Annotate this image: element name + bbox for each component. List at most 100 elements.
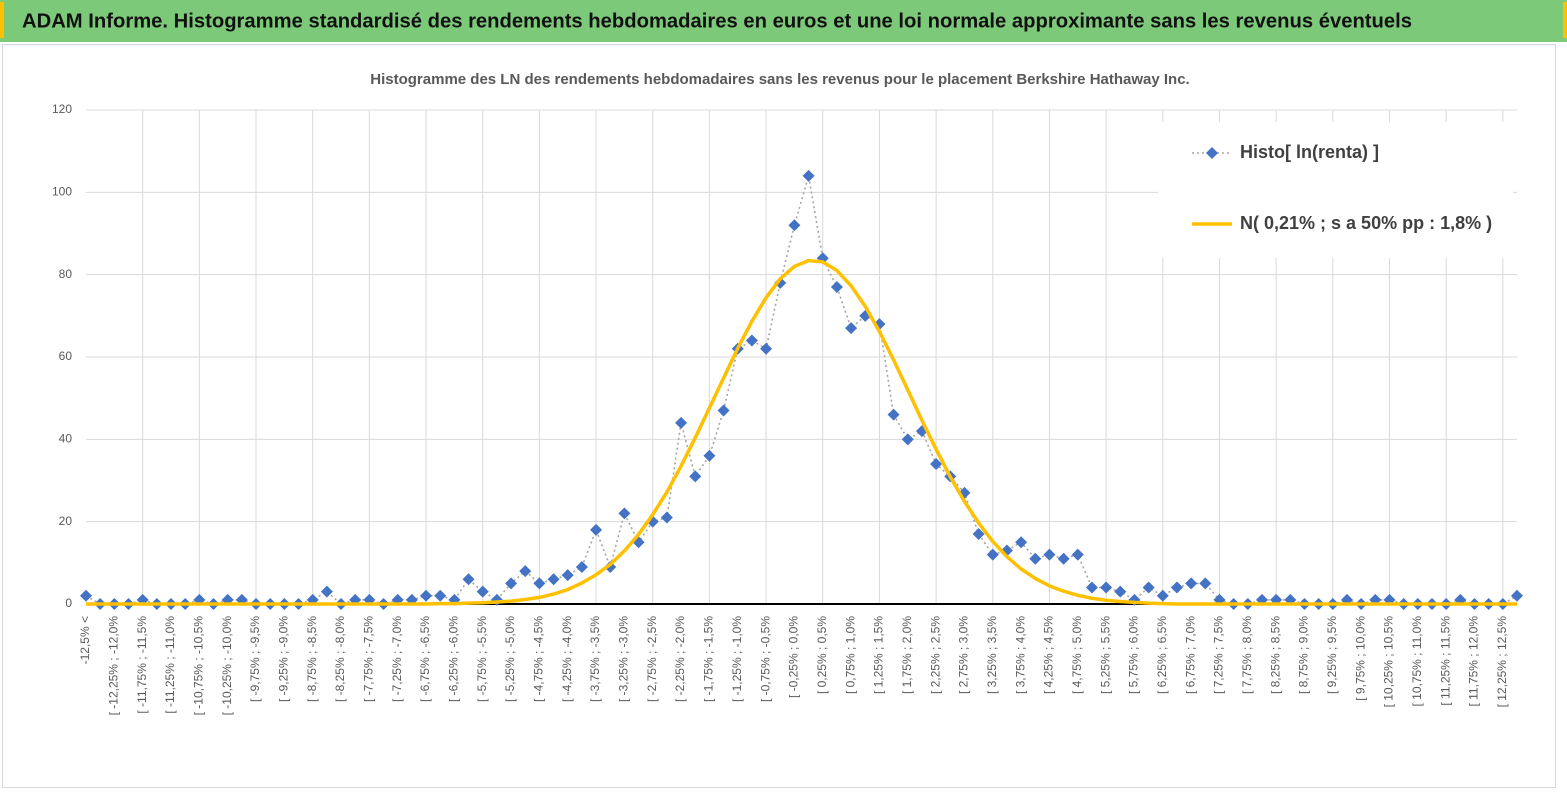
data-point	[675, 416, 688, 429]
data-point	[760, 342, 773, 355]
data-point	[901, 433, 914, 446]
x-tick-label: [ -2,75% ; -2,5%	[645, 616, 659, 702]
data-point	[1057, 552, 1070, 565]
x-tick-label: [ 4,75% ; 5,0%	[1070, 616, 1084, 694]
data-point	[434, 589, 447, 602]
data-point	[788, 219, 801, 232]
y-tick-label: 100	[52, 185, 72, 199]
data-point	[1043, 548, 1056, 561]
x-tick-label: [ -2,25% ; -2,0%	[673, 616, 687, 702]
x-tick-label: [ 10,75% ; 11,0%	[1410, 616, 1424, 707]
y-tick-label: 20	[59, 514, 73, 528]
x-tick-label: -12,5% <	[78, 616, 92, 664]
page-title: ADAM Informe. Histogramme standardisé de…	[22, 10, 1412, 32]
x-tick-label: [ -11,75% ; -11,5%	[135, 616, 149, 714]
data-point	[547, 573, 560, 586]
x-tick-label: [ 2,25% ; 2,5%	[928, 616, 942, 694]
x-tick-label: [ 12,25% ; 12,5%	[1495, 616, 1509, 708]
data-point	[689, 470, 702, 483]
x-tick-label: [ -4,75% ; -4,5%	[532, 616, 546, 702]
x-tick-label: [ 5,75% ; 6,0%	[1127, 616, 1141, 694]
x-tick-label: [ 1,75% ; 2,0%	[900, 616, 914, 694]
data-point	[575, 560, 588, 573]
x-tick-label: [ -8,25% ; -8,0%	[333, 616, 347, 702]
x-tick-label: [ 6,75% ; 7,0%	[1183, 616, 1197, 694]
data-point	[1114, 585, 1127, 598]
x-tick-label: [ 8,75% ; 9,0%	[1297, 616, 1311, 694]
data-point	[717, 404, 730, 417]
data-point	[462, 573, 475, 586]
data-point	[476, 585, 489, 598]
data-point	[80, 589, 92, 602]
data-point	[703, 449, 716, 462]
y-tick-label: 0	[65, 596, 72, 610]
legend-box	[1158, 122, 1513, 258]
data-point	[1029, 552, 1042, 565]
x-tick-label: [ 11,75% ; 12,0%	[1467, 616, 1481, 707]
data-point	[519, 565, 532, 578]
x-tick-label: [ 11,25% ; 11,5%	[1438, 616, 1452, 706]
data-point	[1085, 581, 1098, 594]
data-point	[1185, 577, 1198, 590]
x-tick-label: [ -3,25% ; -3,0%	[617, 616, 631, 702]
x-tick-label: [ 8,25% ; 8,5%	[1268, 616, 1282, 694]
x-tick-label: [ -6,75% ; -6,5%	[418, 616, 432, 702]
x-tick-label: [ 9,75% ; 10,0%	[1353, 616, 1367, 701]
data-point	[320, 585, 333, 598]
data-point	[561, 569, 574, 582]
y-tick-label: 40	[59, 432, 73, 446]
y-tick-label: 60	[59, 349, 73, 363]
x-tick-label: [ 0,75% ; 1,0%	[843, 616, 857, 694]
data-point	[1170, 581, 1183, 594]
legend-label: N( 0,21% ; s a 50% pp : 1,8% )	[1240, 213, 1492, 233]
legend-marker	[1206, 147, 1218, 159]
x-tick-label: [ 9,25% ; 9,5%	[1325, 616, 1339, 694]
accent	[0, 2, 4, 38]
x-tick-label: [ -10,75% ; -10,5%	[192, 616, 206, 716]
data-point	[505, 577, 518, 590]
x-tick-label: [ 1,25% ; 1,5%	[872, 616, 886, 694]
data-point	[1156, 589, 1169, 602]
x-tick-label: [ -0,75% ; -0,5%	[758, 616, 772, 702]
x-tick-label: [ -6,25% ; -6,0%	[447, 616, 461, 702]
legend-label: Histo[ ln(renta) ]	[1240, 142, 1379, 162]
series-line	[86, 258, 1517, 606]
x-tick-label: [ 7,25% ; 7,5%	[1212, 616, 1226, 694]
x-tick-label: [ 2,75% ; 3,0%	[957, 616, 971, 694]
y-tick-label: 80	[59, 267, 73, 281]
data-point	[986, 548, 999, 561]
x-tick-label: [ 0,25% ; 0,5%	[815, 616, 829, 694]
data-point	[533, 577, 546, 590]
x-tick-label: [ -4,25% ; -4,0%	[560, 616, 574, 702]
data-point	[660, 511, 673, 524]
x-tick-label: [ 3,25% ; 3,5%	[985, 616, 999, 694]
x-tick-label: [ -1,25% ; -1,0%	[730, 616, 744, 702]
data-point	[802, 169, 815, 182]
y-tick-label: 120	[52, 102, 72, 116]
x-tick-label: [ -3,75% ; -3,5%	[588, 616, 602, 702]
data-point	[930, 458, 943, 471]
x-tick-label: [ -0,25% ; 0,0%	[787, 616, 801, 698]
accent	[1563, 2, 1567, 38]
data-point	[1015, 536, 1028, 549]
data-point	[1071, 548, 1084, 561]
x-tick-label: [ -7,25% ; -7,0%	[390, 616, 404, 702]
data-point	[1511, 589, 1523, 602]
data-point	[590, 523, 603, 536]
x-tick-label: [ -5,75% ; -5,5%	[475, 616, 489, 702]
x-tick-label: [ -12,25% ; -12,0%	[107, 616, 121, 716]
x-tick-label: [ -1,75% ; -1,5%	[702, 616, 716, 702]
x-tick-label: [ 4,25% ; 4,5%	[1042, 616, 1056, 694]
data-point	[830, 281, 843, 294]
data-point	[1100, 581, 1113, 594]
x-tick-label: [ -9,75% ; -9,5%	[248, 616, 262, 702]
x-tick-label: [ -10,25% ; -10,0%	[220, 616, 234, 716]
x-tick-label: [ 6,25% ; 6,5%	[1155, 616, 1169, 694]
x-tick-label: [ -5,25% ; -5,0%	[503, 616, 517, 702]
x-tick-label: [ -9,25% ; -9,0%	[277, 616, 291, 702]
data-point	[845, 322, 858, 335]
chart-frame	[2, 44, 1556, 788]
x-tick-label: [ 5,25% ; 5,5%	[1098, 616, 1112, 694]
